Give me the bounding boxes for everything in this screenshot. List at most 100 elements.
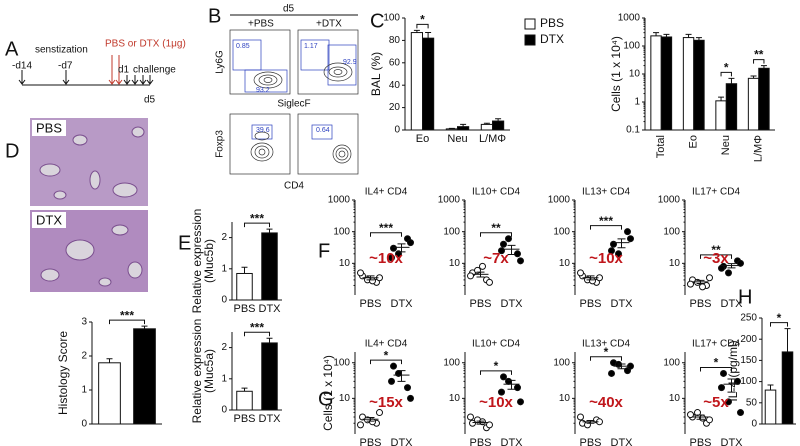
x-tick-label: L/MΦ xyxy=(753,135,765,162)
significance-bracket xyxy=(244,331,270,337)
timeline-label: d5 xyxy=(144,95,156,106)
significance: *** xyxy=(120,308,134,322)
point xyxy=(706,416,713,424)
y-tick-label: 100 xyxy=(443,357,460,368)
timeline xyxy=(18,55,154,86)
x-tick-label: PBS xyxy=(359,437,381,446)
error-bar xyxy=(460,123,467,127)
bar xyxy=(480,123,493,131)
point xyxy=(390,362,397,370)
fold-change: ~10x xyxy=(479,394,513,411)
panel-label: C xyxy=(370,10,384,32)
y-axis-label: Cells (1 x 10⁴) xyxy=(609,36,623,112)
significance: ** xyxy=(711,243,721,257)
panel-label: A xyxy=(5,38,19,60)
chart-title: IL13+ CD4 xyxy=(582,339,631,350)
error-bar xyxy=(366,275,375,281)
panel-label: G xyxy=(318,388,334,410)
y-axis-label: Relative expression xyxy=(190,209,204,314)
y-tick-label: 100 xyxy=(443,226,460,237)
error-bar xyxy=(760,65,767,69)
bar xyxy=(781,351,794,425)
point xyxy=(498,247,505,255)
timeline-label: senstization xyxy=(35,45,88,56)
point xyxy=(505,235,512,243)
fold-change: ~10x xyxy=(589,250,623,267)
point xyxy=(699,283,706,291)
point xyxy=(718,384,725,392)
image-label: PBS xyxy=(36,120,62,135)
significance-bracket xyxy=(700,254,732,259)
point xyxy=(725,398,732,406)
y-tick-label: 100 xyxy=(553,357,570,368)
bar xyxy=(682,37,695,131)
bar xyxy=(457,126,470,131)
flow-label: +DTX xyxy=(316,19,342,30)
y-tick-label: 1000 xyxy=(438,195,461,206)
y-tick-label: 40 xyxy=(389,80,401,91)
error-bar xyxy=(397,243,406,253)
error-bar xyxy=(784,328,791,352)
point xyxy=(500,240,507,248)
significance-bracket xyxy=(590,225,622,230)
bar xyxy=(445,128,458,131)
timeline-label: d1 xyxy=(118,65,130,76)
y-axis-label: (Muc5b) xyxy=(202,239,216,283)
significance-bracket xyxy=(480,232,512,237)
error-bar xyxy=(663,33,670,37)
x-tick-label: PBS xyxy=(469,298,491,310)
bar xyxy=(261,232,278,301)
y-tick-label: 100 xyxy=(740,376,757,387)
y-tick-label: 100 xyxy=(663,226,680,237)
significance: * xyxy=(724,61,729,75)
significance: *** xyxy=(379,221,393,235)
bar xyxy=(715,100,727,131)
y-tick-label: 100 xyxy=(623,41,640,52)
error-bar xyxy=(483,122,490,125)
error-bar xyxy=(266,228,273,233)
x-tick-label: PBS xyxy=(579,298,601,310)
significance-bracket xyxy=(244,222,270,228)
point xyxy=(577,413,584,421)
flow-plots xyxy=(229,29,359,175)
panel-label: B xyxy=(208,5,221,27)
y-tick-label: 1000 xyxy=(658,195,681,206)
x-tick-label: PBS xyxy=(689,298,711,310)
panel-label: D xyxy=(5,140,19,162)
point xyxy=(720,369,727,377)
significance: * xyxy=(384,348,389,362)
y-tick-label: 50 xyxy=(746,397,758,408)
x-tick-label: DTX xyxy=(501,437,524,446)
significance-bracket xyxy=(700,366,732,372)
chart-title: IL17+ CD4 xyxy=(692,339,741,350)
bar xyxy=(410,32,423,131)
x-tick-label: DTX xyxy=(501,298,524,310)
error-bar xyxy=(696,414,705,420)
error-bar xyxy=(750,75,757,79)
point xyxy=(725,269,732,277)
x-tick-label: PBS xyxy=(233,413,255,425)
y-tick-label: 10 xyxy=(339,393,351,404)
error-bar xyxy=(241,387,248,392)
error-bar xyxy=(695,37,702,41)
bar xyxy=(236,390,253,411)
bar xyxy=(422,37,435,131)
point xyxy=(357,269,364,277)
error-bar xyxy=(366,417,375,422)
y-tick-label: 100 xyxy=(553,226,570,237)
significance: * xyxy=(604,345,609,359)
error-bar xyxy=(507,379,516,390)
error-bar xyxy=(425,32,432,39)
y-tick-label: 1000 xyxy=(548,195,571,206)
error-bar xyxy=(106,358,113,363)
timeline-label: -d7 xyxy=(58,61,73,72)
panel-label: F xyxy=(318,240,330,262)
x-tick-label: DTX xyxy=(259,303,282,315)
timeline-label: challenge xyxy=(133,65,176,76)
y-axis-label: Cells (1 x 10⁴) xyxy=(321,355,335,431)
y-tick-label: 10 xyxy=(449,393,461,404)
timeline-label: -d14 xyxy=(12,61,32,72)
gate-value: 0.85 xyxy=(236,43,250,50)
point xyxy=(486,278,493,286)
